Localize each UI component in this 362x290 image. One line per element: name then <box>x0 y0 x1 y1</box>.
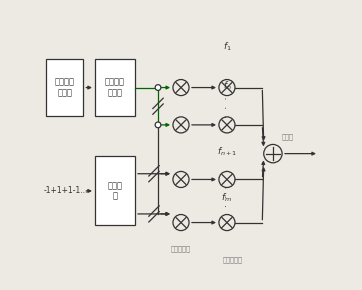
Circle shape <box>155 85 161 90</box>
FancyBboxPatch shape <box>95 157 135 225</box>
Text: $\boldsymbol{f_n}$: $\boldsymbol{f_n}$ <box>223 79 231 92</box>
Text: 混沌信号
发生器: 混沌信号 发生器 <box>55 78 75 97</box>
Text: 加法器: 加法器 <box>281 133 293 140</box>
Text: 调制乘法器: 调制乘法器 <box>171 246 191 252</box>
Text: 脉冲成形
滤波器: 脉冲成形 滤波器 <box>105 78 125 97</box>
FancyBboxPatch shape <box>95 59 135 116</box>
Circle shape <box>155 122 161 128</box>
Text: $\boldsymbol{f_m}$: $\boldsymbol{f_m}$ <box>222 191 232 204</box>
Text: -1+1+1-1...: -1+1+1-1... <box>43 186 88 195</box>
Text: 串并变
换: 串并变 换 <box>108 181 122 201</box>
Text: $\boldsymbol{f_{n+1}}$: $\boldsymbol{f_{n+1}}$ <box>217 145 237 158</box>
Text: ·  ·  ·: · · · <box>222 97 232 118</box>
Text: ·  ·  ·: · · · <box>222 186 232 207</box>
Text: 载波乘法器: 载波乘法器 <box>223 257 243 263</box>
Text: $\boldsymbol{f_1}$: $\boldsymbol{f_1}$ <box>223 41 231 53</box>
FancyBboxPatch shape <box>46 59 83 116</box>
